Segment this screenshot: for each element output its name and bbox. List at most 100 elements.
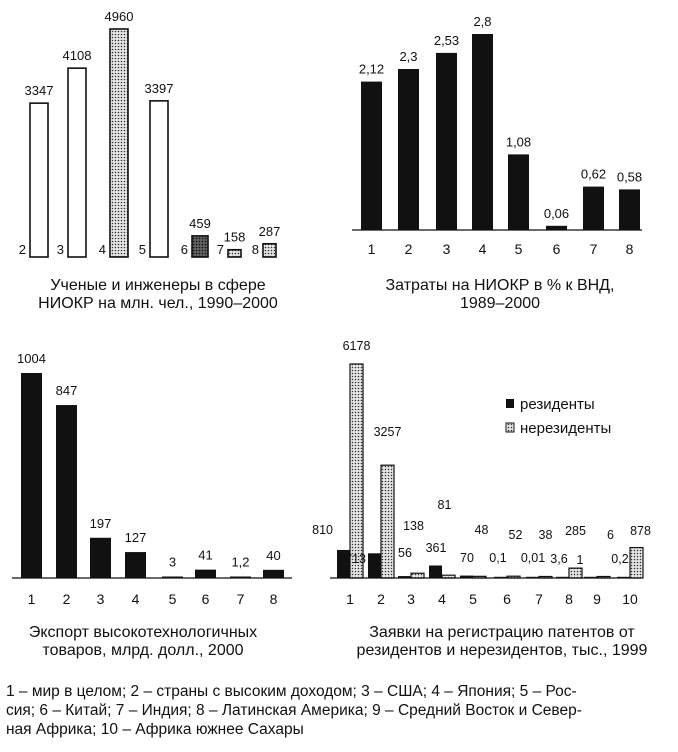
chart-hightech-export-category-label-3: 3 bbox=[97, 591, 105, 607]
chart-hightech-export-value-label-7: 1,2 bbox=[231, 555, 249, 570]
chart-patents-category-label-8: 8 bbox=[565, 591, 573, 607]
chart-patents-resident-value-label-6: 0,1 bbox=[489, 551, 506, 565]
chart-hightech-export-value-label-1: 1004 bbox=[17, 351, 46, 366]
chart-patents-nonresident-value-label-9: 6 bbox=[607, 528, 614, 542]
chart-hightech-export-title-line2: товаров, млрд. долл., 2000 bbox=[42, 642, 243, 659]
chart-rnd-expenditure-value-label-5: 1,08 bbox=[506, 134, 531, 149]
chart-patents-nonresident-bar-3 bbox=[410, 572, 425, 579]
chart-scientists-category-label-2: 2 bbox=[19, 242, 26, 257]
legend-label-residents: резиденты bbox=[520, 396, 595, 413]
chart-patents: 8106178171332572561383361814704850,15260… bbox=[312, 339, 651, 659]
chart-scientists-category-label-4: 4 bbox=[99, 242, 106, 257]
chart-patents-nonresident-value-label-8: 285 bbox=[565, 524, 586, 538]
chart-patents-nonresident-value-label-2: 3257 bbox=[374, 425, 402, 439]
chart-scientists-category-label-6: 6 bbox=[181, 242, 188, 257]
chart-rnd-expenditure-bar-7 bbox=[583, 186, 604, 230]
chart-rnd-expenditure-value-label-7: 0,62 bbox=[581, 167, 606, 182]
chart-patents-resident-bar-3 bbox=[398, 576, 411, 578]
chart-patents-nonresident-bar-4 bbox=[441, 574, 456, 579]
chart-hightech-export-bar-8 bbox=[263, 569, 284, 578]
chart-scientists-bar-4 bbox=[109, 28, 129, 258]
chart-patents-resident-bar-10 bbox=[617, 576, 630, 578]
chart-patents-resident-bar-9 bbox=[584, 576, 597, 578]
chart-hightech-export-value-label-2: 847 bbox=[56, 383, 78, 398]
chart-patents-resident-value-label-7: 0,01 bbox=[521, 551, 545, 565]
chart-patents-category-label-10: 10 bbox=[622, 591, 638, 607]
chart-hightech-export-bar-5 bbox=[162, 576, 183, 578]
chart-scientists-bar-8 bbox=[262, 243, 277, 258]
chart-patents-nonresident-bar-6 bbox=[506, 575, 521, 579]
legend-swatch-residents bbox=[506, 399, 514, 408]
chart-patents-legend: резиденты нерезиденты bbox=[505, 396, 611, 437]
chart-patents-nonresident-value-label-1: 6178 bbox=[343, 339, 371, 353]
chart-hightech-export-bar-6 bbox=[195, 569, 216, 578]
chart-rnd-expenditure-bar-2 bbox=[398, 69, 419, 230]
chart-hightech-export-bars: 1004 1 847 2 197 3 127 4 3 5 41 6 1,2 7 40 8 bbox=[12, 351, 292, 607]
chart-hightech-export: 1004 1 847 2 197 3 127 4 3 5 41 6 1,2 7 40 8 Экспорт вы… bbox=[12, 351, 292, 659]
chart-patents-nonresident-bar-8 bbox=[568, 567, 583, 579]
chart-patents-resident-bar-4 bbox=[429, 565, 442, 578]
chart-patents-category-label-9: 9 bbox=[593, 591, 601, 607]
chart-patents-resident-value-label-4: 361 bbox=[426, 541, 447, 555]
chart-hightech-export-value-label-3: 197 bbox=[90, 516, 112, 531]
chart-rnd-expenditure-bars: 2,12 1 2,3 2 2,53 3 2,8 4 1,08 5 0,06 6 0,62 7 0,58 8 bbox=[352, 14, 642, 257]
chart-rnd-expenditure: 2,12 1 2,3 2 2,53 3 2,8 4 1,08 5 0,06 6 0,62 7 0,58 8 З… bbox=[352, 14, 642, 312]
chart-patents-nonresident-bar-10 bbox=[629, 546, 644, 579]
chart-scientists-value-label-6: 459 bbox=[189, 216, 211, 231]
chart-rnd-expenditure-category-label-8: 8 bbox=[626, 241, 634, 257]
chart-patents-nonresident-bar-7 bbox=[538, 575, 553, 579]
chart-scientists-value-label-8: 287 bbox=[259, 224, 281, 239]
chart-patents-nonresident-value-label-4: 81 bbox=[438, 498, 452, 512]
chart-patents-bars: 8106178171332572561383361814704850,15260… bbox=[312, 339, 651, 607]
chart-rnd-expenditure-category-label-2: 2 bbox=[405, 241, 413, 257]
chart-patents-category-label-3: 3 bbox=[407, 591, 415, 607]
chart-scientists-bar-2 bbox=[29, 102, 49, 258]
chart-scientists-category-label-8: 8 bbox=[252, 242, 259, 257]
chart-patents-nonresident-bar-2 bbox=[380, 464, 395, 579]
chart-patents-nonresident-bar-9 bbox=[596, 575, 611, 579]
chart-scientists-bar-5 bbox=[149, 100, 169, 258]
chart-hightech-export-bar-2 bbox=[56, 405, 77, 578]
chart-rnd-expenditure-category-label-1: 1 bbox=[368, 241, 376, 257]
chart-hightech-export-category-label-5: 5 bbox=[169, 591, 177, 607]
chart-rnd-expenditure-value-label-8: 0,58 bbox=[617, 169, 642, 184]
footnote: 1 – мир в целом; 2 – страны с высоким до… bbox=[6, 682, 672, 739]
chart-scientists-category-label-7: 7 bbox=[217, 242, 224, 257]
chart-rnd-expenditure-value-label-2: 2,3 bbox=[399, 49, 417, 64]
footnote-line-2: сия; 6 – Китай; 7 – Индия; 8 – Латинская… bbox=[6, 702, 582, 719]
chart-rnd-expenditure-value-label-1: 2,12 bbox=[359, 62, 384, 77]
legend-swatch-nonresidents bbox=[505, 422, 515, 433]
chart-patents-category-label-7: 7 bbox=[535, 591, 543, 607]
chart-hightech-export-value-label-4: 127 bbox=[125, 530, 147, 545]
chart-patents-resident-value-label-10: 0,2 bbox=[611, 552, 628, 566]
chart-hightech-export-bar-7 bbox=[230, 576, 251, 578]
chart-scientists-value-label-5: 3397 bbox=[145, 81, 174, 96]
chart-patents-resident-value-label-3: 56 bbox=[398, 546, 412, 560]
chart-hightech-export-category-label-4: 4 bbox=[132, 591, 140, 607]
chart-rnd-expenditure-category-label-7: 7 bbox=[590, 241, 598, 257]
chart-patents-resident-bar-1 bbox=[337, 549, 350, 578]
chart-scientists-title-line2: НИОКР на млн. чел., 1990–2000 bbox=[38, 295, 278, 312]
chart-scientists-category-label-3: 3 bbox=[57, 242, 64, 257]
chart-rnd-expenditure-category-label-6: 6 bbox=[553, 241, 561, 257]
chart-patents-category-label-6: 6 bbox=[503, 591, 511, 607]
chart-patents-nonresident-bar-1 bbox=[349, 363, 364, 579]
chart-rnd-expenditure-bar-1 bbox=[361, 81, 382, 230]
chart-hightech-export-value-label-5: 3 bbox=[169, 555, 176, 570]
chart-patents-category-label-2: 2 bbox=[377, 591, 385, 607]
chart-patents-resident-bar-8 bbox=[556, 576, 569, 578]
chart-rnd-expenditure-value-label-6: 0,06 bbox=[544, 206, 569, 221]
chart-hightech-export-category-label-6: 6 bbox=[202, 591, 210, 607]
chart-rnd-expenditure-bar-6 bbox=[546, 225, 567, 230]
chart-scientists-category-label-5: 5 bbox=[139, 242, 146, 257]
chart-patents-category-label-5: 5 bbox=[469, 591, 477, 607]
chart-rnd-expenditure-bar-8 bbox=[619, 189, 640, 230]
chart-hightech-export-category-label-8: 8 bbox=[270, 591, 278, 607]
chart-patents-resident-bar-6 bbox=[494, 576, 507, 578]
chart-patents-resident-bar-5 bbox=[460, 575, 473, 578]
chart-hightech-export-value-label-6: 41 bbox=[198, 548, 212, 563]
chart-hightech-export-category-label-2: 2 bbox=[63, 591, 71, 607]
chart-patents-category-label-4: 4 bbox=[438, 591, 446, 607]
chart-scientists-value-label-3: 4108 bbox=[63, 48, 92, 63]
